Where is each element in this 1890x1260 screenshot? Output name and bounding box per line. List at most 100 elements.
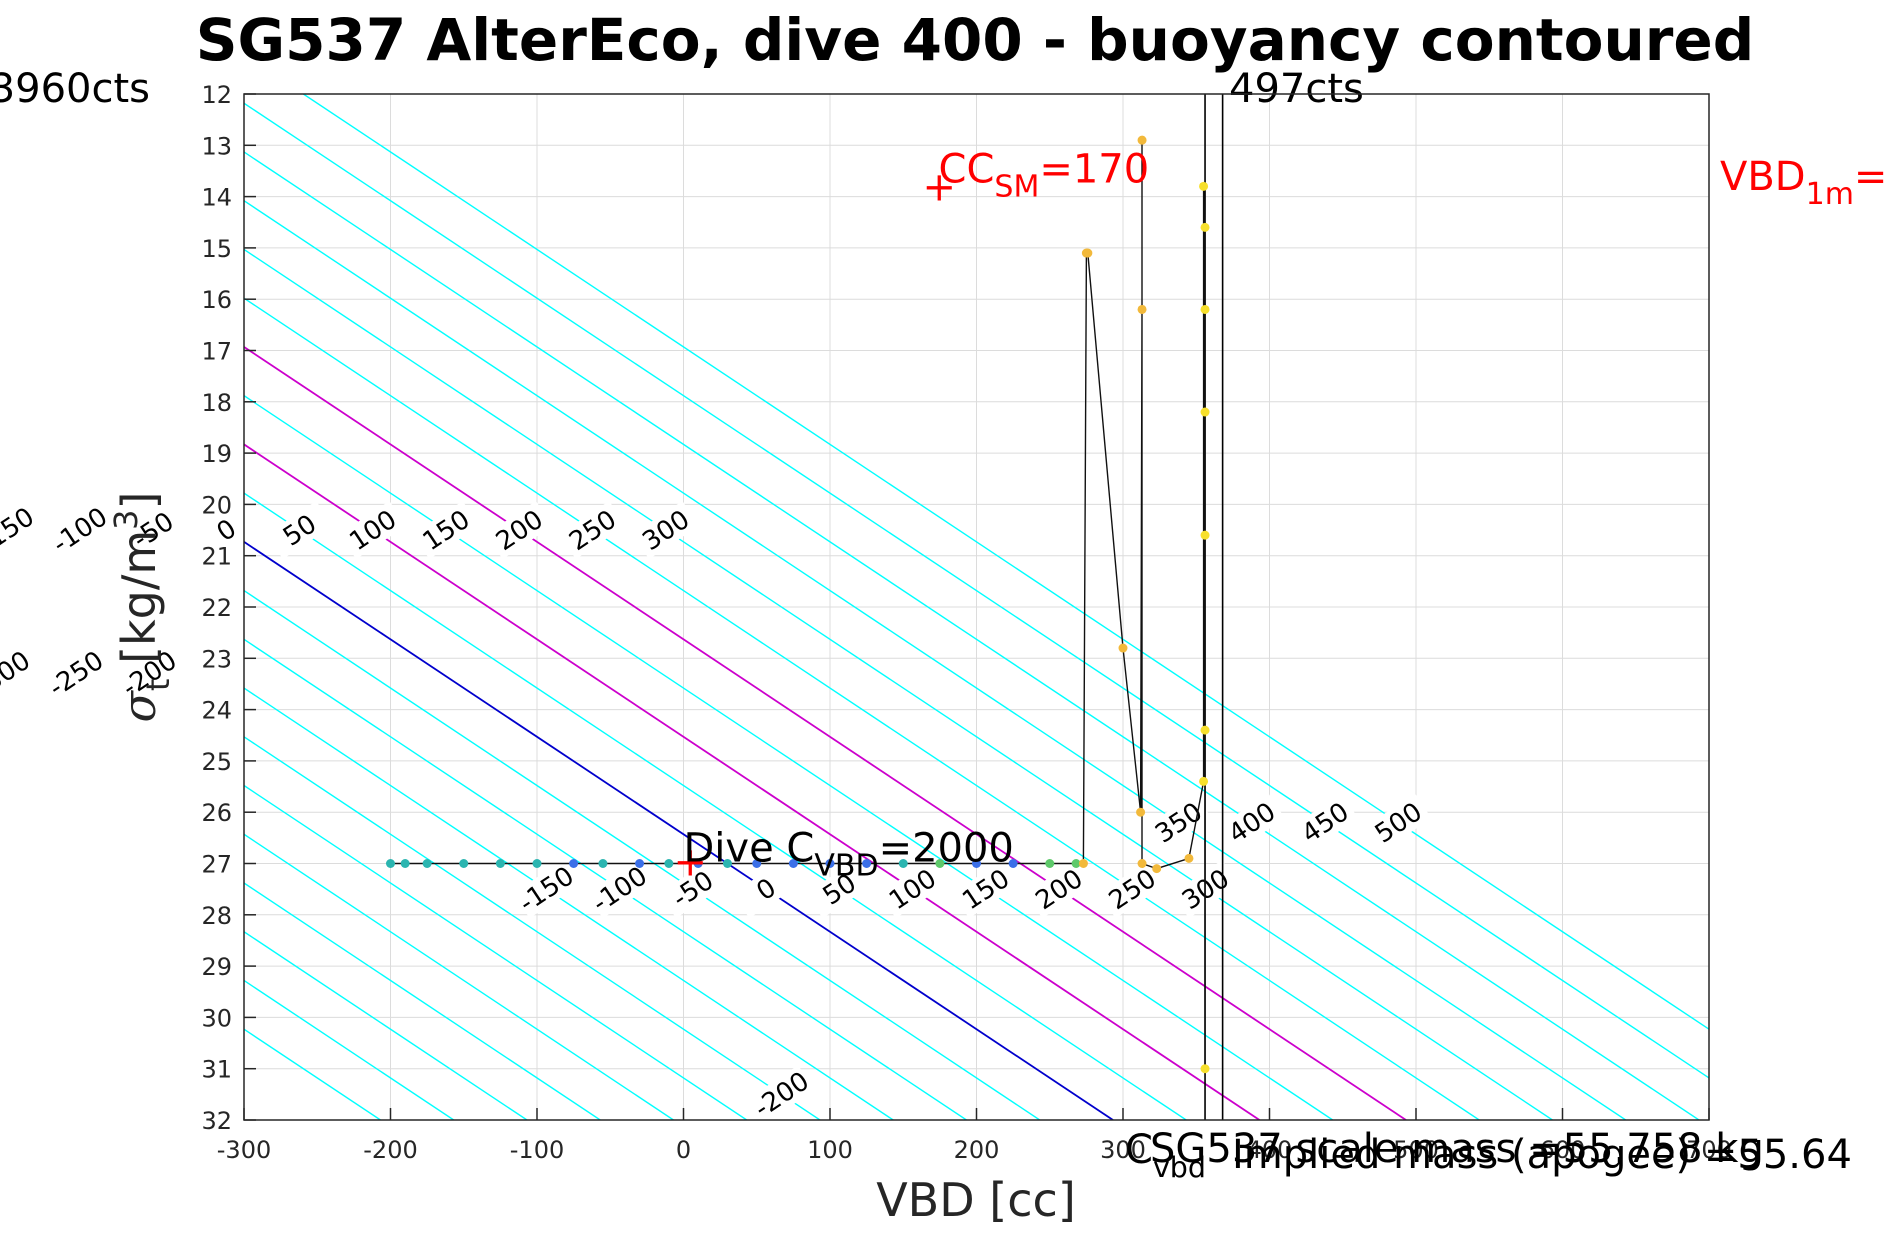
contour-label-bg-29: [339, 500, 407, 560]
dive-trace: [390, 140, 1206, 1069]
annotation-cc-sm-main: CC: [939, 146, 995, 192]
dive-point-27: [1137, 304, 1147, 314]
dive-point-37: [1200, 530, 1210, 540]
annotation-scale-mass: SG537 scale mass =55.758 kg: [1150, 1126, 1764, 1172]
annotation-cc-sm-sub: SM: [994, 169, 1039, 204]
contour-label-bg-4: [0, 644, 36, 703]
dive-point-31: [1184, 853, 1194, 863]
y-tick-label-8: 20: [201, 491, 232, 519]
annotation-dive-cvbd-sub: VBD: [814, 849, 878, 884]
y-tick-label-12: 24: [201, 697, 232, 725]
contour-line-18: [244, 151, 1700, 1120]
contour-label-bg-31: [485, 500, 553, 560]
chart-title: SG537 AlterEco, dive 400 - buoyancy cont…: [196, 6, 1755, 74]
contour-line-9: [244, 589, 1041, 1120]
contour-line-3: [244, 882, 601, 1120]
contour-label-bg-32: [559, 500, 626, 560]
y-tick-label-17: 29: [201, 953, 232, 981]
contour-line-2: [244, 930, 528, 1120]
y-tick-label-7: 19: [201, 440, 232, 468]
contour-label-bg-6: [115, 644, 183, 703]
annotation-vbd-1m: VBD1m=: [1720, 154, 1887, 212]
dive-point-25: [1118, 643, 1128, 653]
y-tick-label-1: 13: [201, 132, 232, 160]
contour-line-12: [244, 443, 1260, 1120]
contour-label-bg-13: [952, 860, 1020, 919]
vertical-line-label-0: 497cts: [1229, 66, 1364, 112]
y-tick-label-13: 25: [201, 748, 232, 776]
x-tick-label-3: 0: [676, 1136, 691, 1164]
contour-line-8: [244, 638, 967, 1120]
dive-point-26: [1136, 807, 1146, 817]
contour-label-bg-15: [1098, 860, 1166, 919]
y-tick-label-10: 22: [201, 594, 232, 622]
annotation-vbd-1m-main: VBD: [1720, 154, 1806, 200]
y-tick-label-0: 12: [201, 81, 232, 109]
dive-point-4: [495, 859, 505, 868]
contour-line-7: [244, 687, 894, 1120]
annotation-scale-mass-main: SG537 scale mass =55.758 kg: [1150, 1126, 1764, 1172]
x-tick-label-10: 700: [1686, 1136, 1732, 1164]
contour-line-11: [244, 492, 1187, 1120]
y-axis-label-sigma: σ: [112, 689, 166, 722]
y-tick-label-9: 21: [201, 543, 232, 571]
x-tick-label-1: -200: [363, 1136, 417, 1164]
dive-point-11: [722, 859, 732, 868]
contour-label-bg-11: [805, 860, 873, 919]
contour-label-bg-34: [1145, 793, 1212, 852]
dive-point-16: [898, 859, 908, 868]
y-axis-label-units: [kg/m: [112, 530, 166, 679]
dive-point-20: [1045, 859, 1055, 868]
annotation-c-vbd-main: C: [1125, 1127, 1153, 1173]
contour-label-bg-7: [512, 860, 580, 919]
contour-line-4: [244, 833, 674, 1120]
y-tick-label-6: 18: [201, 389, 232, 417]
dive-point-1: [400, 859, 410, 868]
x-tick-label-8: 500: [1393, 1136, 1439, 1164]
contour-label-bg-17: [748, 1065, 815, 1124]
x-tick-label-9: 600: [1540, 1136, 1586, 1164]
y-tick-label-2: 14: [201, 184, 232, 212]
contour-label-bg-27: [192, 500, 260, 560]
dive-point-19: [1008, 859, 1018, 868]
contour-line-19: [244, 102, 1709, 1079]
dive-points: [386, 135, 1210, 1074]
contour-label-bg-25: [46, 500, 114, 560]
grid-lines: [243, 93, 1710, 1121]
dive-point-30: [1152, 864, 1162, 874]
annotation-vbd-1m-tail: =: [1854, 154, 1888, 200]
contour-label-bg-36: [1291, 793, 1359, 852]
dive-point-18: [972, 859, 981, 868]
dive-point-29: [1137, 859, 1147, 868]
dive-point-6: [569, 859, 579, 868]
dive-point-24: [1083, 248, 1093, 258]
dive-point-5: [532, 859, 542, 868]
x-axis-label: VBD [cc]: [876, 1173, 1076, 1227]
annotation-dive-cvbd-tail: =2000: [879, 826, 1014, 872]
dive-point-7: [598, 859, 608, 868]
dive-point-15: [862, 859, 872, 868]
annotation-cc-sm: CCSM=170: [939, 146, 1150, 204]
dive-point-22: [1078, 859, 1088, 868]
x-tick-label-6: 300: [1100, 1136, 1146, 1164]
dive-point-36: [1200, 407, 1210, 417]
annotation-implied-mass: Implied mass (apogee) =55.64: [1232, 1132, 1852, 1178]
dive-point-13: [788, 859, 798, 868]
y-tick-label-5: 17: [201, 338, 232, 366]
contour-line-10: [244, 540, 1114, 1120]
dive-trace-line: [390, 140, 1206, 1069]
y-tick-label-14: 26: [201, 799, 232, 827]
dive-point-17: [935, 859, 945, 868]
contour-line-16: [244, 248, 1553, 1120]
contour-label-bg-33: [632, 500, 700, 560]
dive-point-8: [635, 859, 645, 868]
contour-label-bg-12: [879, 860, 946, 919]
y-tick-label-16: 28: [201, 902, 232, 930]
contour-line-17: [244, 199, 1627, 1120]
y-tick-label-15: 27: [201, 851, 232, 879]
y-axis-label-t: t: [139, 679, 177, 692]
dive-point-12: [752, 859, 762, 868]
dive-point-14: [825, 859, 835, 868]
y-tick-label-19: 31: [201, 1056, 232, 1084]
